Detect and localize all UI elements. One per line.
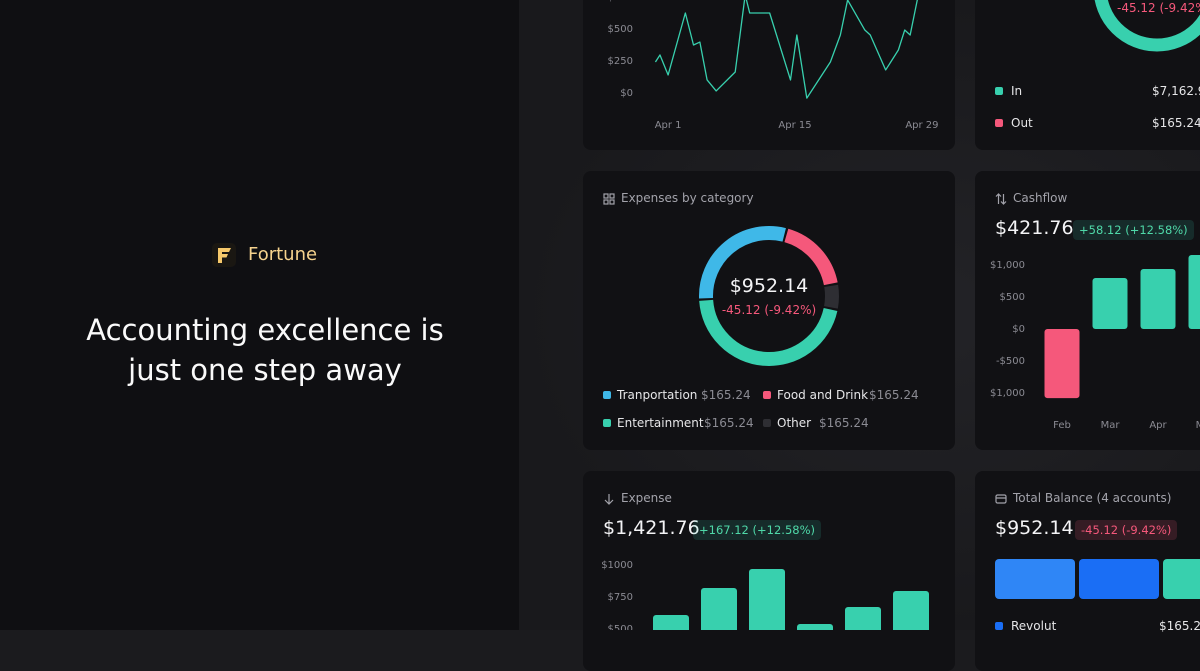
legend-name: Food and Drink	[777, 388, 868, 402]
card-total: $1,421.76	[603, 517, 700, 539]
card-change: -45.12 (-9.42%)	[1075, 520, 1177, 540]
card-title: Expense	[621, 491, 672, 505]
legend-amount: $165.24	[1159, 619, 1200, 633]
brand-panel: Fortune Accounting excellence is just on…	[0, 0, 519, 630]
headline: Accounting excellence is just one step a…	[65, 310, 465, 390]
legend-amount: $165.24	[869, 388, 919, 402]
legend-name: Tranportation	[617, 388, 697, 402]
wallet-icon	[995, 493, 1007, 505]
legend-swatch	[763, 419, 771, 427]
legend-amount: $165.24	[819, 416, 869, 430]
card-total: $421.76	[995, 217, 1074, 239]
card-title: Cashflow	[1013, 191, 1067, 205]
expense-card: Expense $1,421.76 +167.12 (+12.58%)	[583, 471, 955, 671]
legend-amount: $165.24	[1152, 116, 1200, 130]
donut-change: -45.12 (-9.42%)	[583, 303, 955, 317]
account-block	[995, 559, 1075, 599]
card-title: Expenses by category	[621, 191, 754, 205]
flow-change: -45.12 (-9.42%)	[1117, 1, 1200, 15]
down-icon	[603, 493, 615, 505]
legend-swatch	[603, 391, 611, 399]
legend-name: Revolut	[1011, 619, 1056, 633]
legend-name: Out	[1011, 116, 1033, 130]
legend-amount: $7,162.98	[1152, 84, 1200, 98]
cashflow-card: Cashflow $421.76 +58.12 (+12.58%)	[975, 171, 1200, 450]
legend-name: In	[1011, 84, 1022, 98]
legend-amount: $165.24	[701, 388, 751, 402]
legend-swatch	[995, 119, 1003, 127]
donut-total: $952.14	[583, 275, 955, 297]
legend-swatch	[763, 391, 771, 399]
legend-name: Other	[777, 416, 811, 430]
page: Fortune {"brand": {"name": "Fortune", "h…	[0, 0, 1200, 630]
legend-swatch	[603, 419, 611, 427]
expenses-card: Expenses by category $952.14 -45.12 (-9.…	[583, 171, 955, 450]
legend-name: Entertainment	[617, 416, 704, 430]
card-total: $952.14	[995, 517, 1074, 539]
cashflow-icon	[995, 193, 1007, 205]
page-body: Fortune Accounting excellence is just on…	[0, 0, 1200, 630]
grid-icon	[603, 193, 615, 205]
card-change: +167.12 (+12.58%)	[693, 520, 821, 540]
legend-swatch	[995, 87, 1003, 95]
total-balance-card: Total Balance (4 accounts) $952.14 -45.1…	[975, 471, 1200, 671]
brand-name: Fortune	[248, 244, 317, 265]
card-change: +58.12 (+12.58%)	[1073, 220, 1194, 240]
balance-card	[583, 0, 955, 150]
card-title: Total Balance (4 accounts)	[1013, 491, 1171, 505]
account-block	[1079, 559, 1159, 599]
brand-logo	[212, 243, 236, 267]
account-block	[1163, 559, 1200, 599]
legend-swatch	[995, 622, 1003, 630]
legend-amount: $165.24	[704, 416, 754, 430]
